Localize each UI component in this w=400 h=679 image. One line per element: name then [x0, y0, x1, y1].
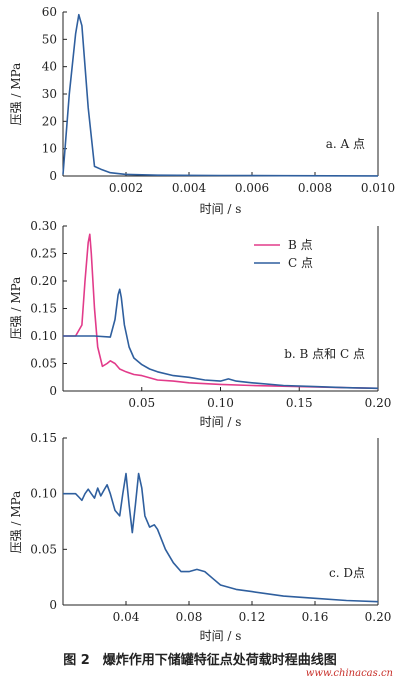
series-line-C点 [63, 288, 379, 390]
y-tick-label: 10 [42, 142, 57, 156]
y-tick-label: 0.15 [30, 302, 57, 316]
y-tick-label: 0.25 [30, 247, 57, 261]
watermark: www.chinacas.cn [306, 668, 393, 679]
x-tick-label: 0.16 [302, 610, 329, 624]
x-tick-label: 0.010 [361, 181, 395, 195]
x-tick-label: 0.004 [172, 181, 207, 195]
chart-panel-3: 0 0.05 0.10 0.15 0.04 0.08 0.12 0.16 0.20 时间 / s 压… [9, 431, 391, 643]
y-tick-label: 30 [42, 87, 57, 101]
panel-annotation: c. D点 [329, 566, 365, 580]
y-tick-label: 0.10 [30, 487, 57, 501]
y-axis-label: 压强 / MPa [9, 277, 23, 340]
legend-label: B 点 [288, 238, 313, 252]
x-tick-label: 0.08 [176, 610, 203, 624]
y-tick-label: 20 [42, 114, 57, 128]
chart-panel-1: 0 10 20 30 40 50 60 0.002 0.004 0.006 0.008 0.010 时间… [9, 5, 395, 216]
y-tick-label: 60 [42, 5, 57, 19]
y-tick-label: 0.15 [30, 431, 57, 445]
y-tick-label: 0.10 [30, 329, 57, 343]
chart-panel-2: 0 0.05 0.10 0.15 0.20 0.25 0.30 0.05 0.10 0.15 0.2… [9, 219, 391, 429]
x-tick-label: 0.20 [365, 396, 392, 410]
y-tick-label: 0.30 [30, 219, 57, 233]
legend-label: C 点 [288, 256, 313, 270]
x-axis-label: 时间 / s [200, 629, 242, 643]
x-axis-label: 时间 / s [200, 202, 242, 216]
y-axis-label: 压强 / MPa [9, 491, 23, 554]
y-tick-label: 50 [42, 32, 57, 46]
series-line-B点 [63, 233, 379, 390]
x-tick-label: 0.04 [113, 610, 140, 624]
y-tick-label: 40 [42, 60, 57, 74]
y-tick-label: 0.05 [30, 357, 57, 371]
y-tick-label: 0.20 [30, 274, 57, 288]
panel-annotation: a. A 点 [326, 137, 365, 151]
x-axis-label: 时间 / s [200, 415, 242, 429]
panel-annotation: b. B 点和 C 点 [284, 347, 365, 361]
series-line-3 [63, 472, 379, 603]
x-tick-label: 0.008 [298, 181, 332, 195]
series-line-1 [62, 13, 379, 177]
x-tick-label: 0.006 [235, 181, 269, 195]
x-tick-label: 0.05 [128, 396, 155, 410]
x-tick-label: 0.12 [239, 610, 266, 624]
x-tick-label: 0.10 [207, 396, 234, 410]
y-tick-label: 0 [49, 169, 57, 183]
x-tick-label: 0.20 [365, 610, 392, 624]
x-tick-label: 0.15 [286, 396, 313, 410]
figure-caption: 图 2 爆炸作用下储罐特征点处荷载时程曲线图 [63, 652, 337, 668]
y-tick-label: 0 [49, 598, 57, 612]
legend: B 点 C 点 [254, 238, 313, 270]
x-tick-label: 0.002 [109, 181, 143, 195]
y-tick-label: 0 [49, 384, 57, 398]
y-tick-label: 0.05 [30, 542, 57, 556]
y-axis-label: 压强 / MPa [9, 63, 23, 126]
